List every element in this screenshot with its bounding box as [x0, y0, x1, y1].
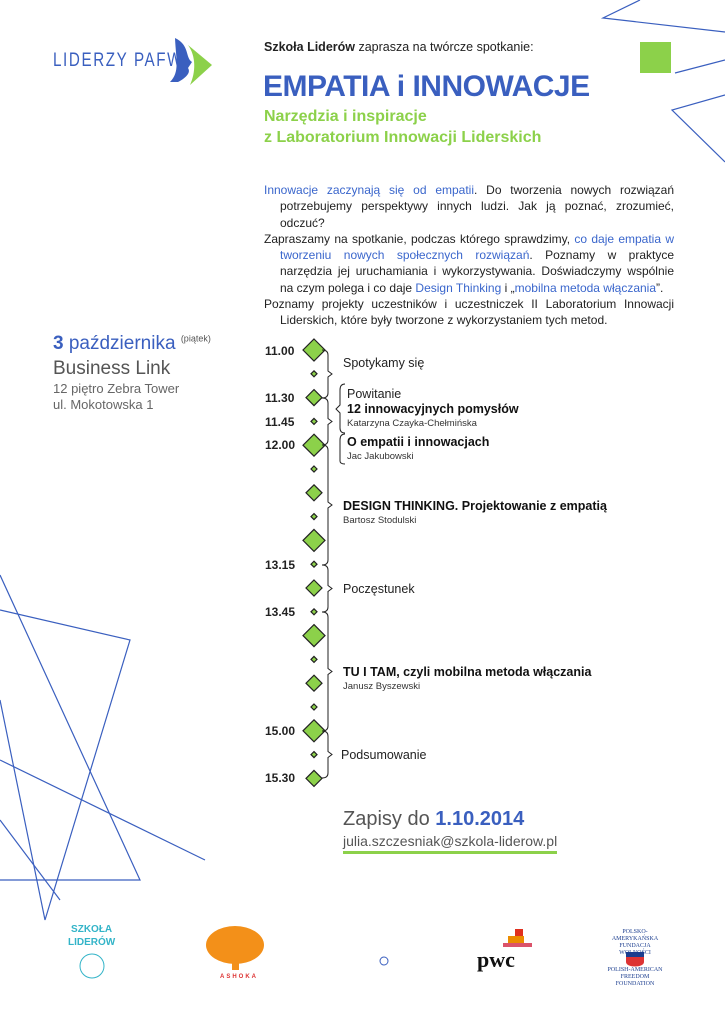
- green-square: [640, 42, 671, 73]
- ashoka-logo-text: ASHOKA: [220, 974, 259, 980]
- logo-text: LIDERZY PAFW: [53, 50, 184, 71]
- page-title: EMPATIA i INNOWACJE: [263, 70, 590, 103]
- timeline-diamond-icon: [310, 703, 318, 711]
- ashoka-tree-icon: [206, 926, 264, 970]
- timeline-diamond-icon: [305, 388, 323, 407]
- timeline-diamond-icon: [302, 623, 326, 648]
- paf-logo-text-pl: POLSKO-AMERYKAŃSKA FUNDACJA WOLNOŚCI: [611, 929, 659, 956]
- description: Innowacje zaczynają się od empatii. Do t…: [264, 183, 675, 328]
- time-label: 15.30: [265, 771, 296, 785]
- paf-emblem-icon: [626, 952, 644, 967]
- timeline-brace: [321, 564, 333, 613]
- pwc-logo-icon: [503, 929, 532, 947]
- speaker: Jac Jakubowski: [347, 451, 414, 462]
- address-line: 12 piętro Zebra Tower: [53, 381, 180, 396]
- time-label: 15.00: [265, 724, 296, 738]
- agenda-item: 12 innowacyjnych pomysłów: [347, 402, 519, 416]
- timeline-diamond-icon: [302, 338, 326, 362]
- speaker: Bartosz Stodulski: [343, 515, 417, 526]
- szkola-liderow-logo: SZKOŁA LIDERÓW: [68, 924, 116, 948]
- timeline-diamond-icon: [310, 607, 318, 616]
- timeline-diamond-icon: [302, 528, 326, 553]
- timeline-diamond-icon: [310, 512, 318, 521]
- group-brace: [339, 433, 346, 465]
- timeline-diamond-icon: [310, 750, 318, 759]
- registration-email-link[interactable]: julia.szczesniak@szkola-liderow.pl: [343, 833, 558, 854]
- registration-deadline: Zapisy do 1.10.2014: [343, 808, 525, 830]
- timeline-brace: [321, 611, 333, 732]
- address-line: ul. Mokotowska 1: [53, 397, 154, 412]
- liderzy-logo-icon: [170, 38, 212, 85]
- time-label: 11.00: [265, 344, 295, 358]
- agenda-item: TU I TAM, czyli mobilna metoda włączania: [343, 665, 592, 679]
- timeline-diamond-icon: [310, 560, 318, 569]
- agenda-item: DESIGN THINKING. Projektowanie z empatią: [343, 499, 607, 513]
- timeline-brace: [321, 444, 333, 566]
- agenda-item: Podsumowanie: [341, 748, 427, 762]
- timeline-brace: [321, 349, 333, 399]
- timeline-diamond-icon: [310, 655, 318, 664]
- speaker: Janusz Byszewski: [343, 681, 421, 692]
- speaker: Katarzyna Czayka-Chełmińska: [347, 418, 477, 429]
- pwc-logo-text: pwc: [477, 947, 515, 972]
- time-label: 13.45: [265, 605, 296, 619]
- timeline-diamond-icon: [305, 674, 323, 693]
- time-label: 11.30: [265, 391, 295, 405]
- time-label: 13.15: [265, 558, 296, 572]
- time-label: 12.00: [265, 438, 296, 452]
- agenda-item: Spotykamy się: [343, 356, 425, 370]
- intro-line: Szkoła Liderów zaprasza na twórcze spotk…: [264, 40, 534, 54]
- paf-logo-text-en: POLISH-AMERICAN FREEDOM FOUNDATION: [607, 967, 663, 987]
- timeline-brace: [321, 397, 333, 446]
- timeline-brace: [321, 730, 333, 779]
- timeline-diamond-icon: [302, 718, 326, 743]
- time-label: 11.45: [265, 415, 295, 429]
- timeline-diamond-icon: [310, 369, 318, 378]
- agenda-item: O empatii i innowacjach: [347, 435, 490, 449]
- subtitle: Narzędzia i inspiracje z Laboratorium Inn…: [264, 108, 542, 146]
- timeline-diamond-icon: [305, 579, 323, 597]
- organizer: Szkoła Liderów: [264, 40, 355, 54]
- timeline-diamond-icon: [310, 417, 318, 426]
- timeline-diamond-icon: [302, 433, 326, 458]
- agenda-item: Powitanie: [347, 387, 402, 401]
- agenda-item: Poczęstunek: [343, 582, 415, 596]
- event-date: 3 października (piątek): [53, 333, 211, 354]
- timeline-diamond-icon: [305, 483, 323, 502]
- timeline-diamond-icon: [310, 465, 318, 473]
- group-brace: [335, 383, 346, 434]
- timeline: [302, 338, 346, 788]
- venue: Business Link: [53, 358, 171, 379]
- timeline-diamond-icon: [305, 769, 323, 788]
- szkola-emblem-icon: [79, 953, 105, 979]
- registered-mark-icon: [379, 956, 389, 966]
